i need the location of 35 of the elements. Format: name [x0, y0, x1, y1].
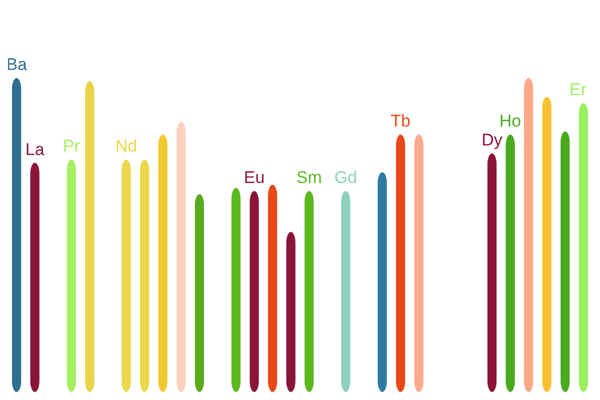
bar	[268, 184, 278, 392]
bar	[286, 232, 296, 392]
bar	[560, 131, 570, 392]
x-tick-label: Pr	[62, 136, 80, 156]
bar	[506, 134, 515, 392]
bar	[378, 172, 387, 392]
bar	[140, 160, 150, 392]
bar	[158, 134, 168, 392]
bar	[30, 162, 40, 392]
x-tick-label: Er	[570, 80, 587, 100]
bar	[341, 191, 350, 392]
bar	[578, 103, 588, 392]
bar	[524, 78, 534, 392]
x-tick-label: La	[25, 140, 45, 159]
bar	[250, 191, 259, 392]
x-tick-label: Eu	[244, 168, 265, 188]
bar	[396, 134, 406, 392]
x-tick-label: Sm	[296, 168, 322, 188]
bar	[85, 81, 94, 392]
bar	[176, 122, 186, 392]
x-tick-label: Dy	[482, 130, 503, 150]
bar	[542, 96, 552, 392]
x-tick-label: Tb	[390, 112, 410, 131]
bar	[194, 194, 204, 392]
x-tick-label: Ba	[6, 55, 28, 74]
x-tick-label: Gd	[334, 168, 358, 188]
x-tick-label: Ho	[499, 112, 522, 131]
bar	[414, 134, 424, 392]
bar	[231, 188, 241, 392]
bar	[304, 191, 314, 392]
bar	[66, 160, 76, 392]
bar	[487, 153, 497, 392]
bar	[122, 160, 131, 392]
x-tick-label: Nd	[115, 136, 138, 156]
bar	[12, 78, 22, 392]
